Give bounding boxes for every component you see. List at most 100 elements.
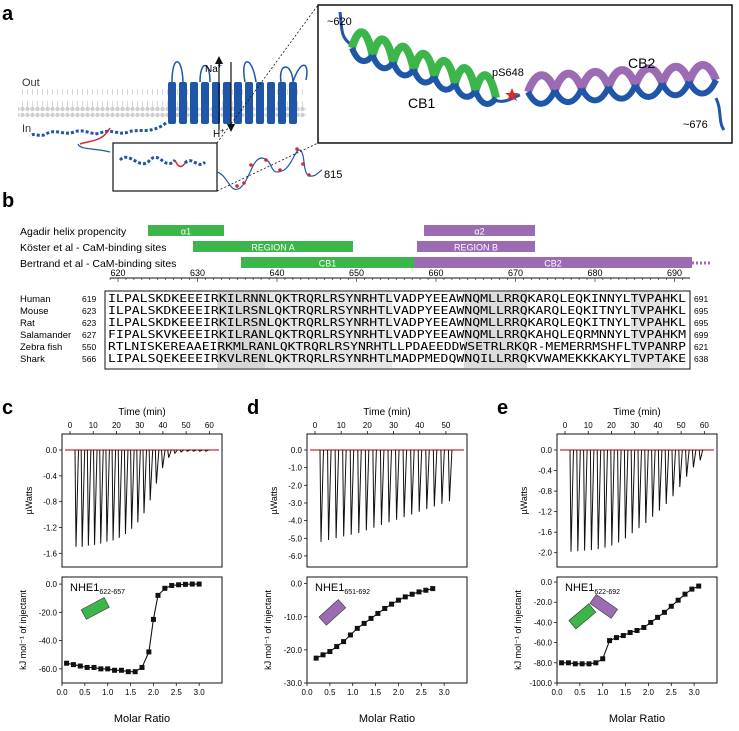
injection-peak bbox=[80, 449, 86, 547]
species-name: Mouse bbox=[20, 306, 49, 317]
time-axis-label: Time (min) bbox=[613, 407, 660, 418]
injection-peak bbox=[364, 449, 370, 531]
data-point bbox=[607, 638, 613, 644]
injection-peak bbox=[576, 449, 581, 552]
axis-tick-label: 690 bbox=[667, 268, 682, 278]
feature-segment bbox=[424, 225, 535, 236]
power-tick-label: 0.0 bbox=[46, 446, 58, 455]
data-point bbox=[189, 581, 195, 587]
data-point bbox=[641, 624, 647, 630]
injection-peak bbox=[167, 449, 172, 458]
ratio-tick-label: 0.0 bbox=[56, 688, 68, 697]
injection-peak bbox=[204, 449, 209, 452]
injection-peak bbox=[644, 449, 649, 523]
ratio-axis-label: Molar Ratio bbox=[359, 713, 415, 725]
ratio-tick-label: 1.5 bbox=[370, 688, 382, 697]
power-tick-label: -1.2 bbox=[538, 508, 552, 517]
injection-peak bbox=[185, 449, 191, 452]
cb2-turn-front bbox=[685, 61, 720, 84]
enthalpy-axis-label: kJ mol⁻¹ of injectant bbox=[263, 590, 273, 670]
ratio-tick-label: 1.0 bbox=[102, 688, 114, 697]
data-point bbox=[409, 591, 415, 597]
cb1-glyph bbox=[568, 603, 597, 630]
ratio-tick-label: 3.0 bbox=[439, 688, 451, 697]
time-tick-label: 20 bbox=[363, 421, 372, 430]
data-point bbox=[132, 669, 138, 675]
h-arrowhead bbox=[227, 124, 235, 132]
injection-peak bbox=[173, 449, 178, 455]
feature-segment-label: α1 bbox=[181, 227, 191, 237]
inset-start-label: ~620 bbox=[327, 16, 352, 28]
conserved-shade bbox=[265, 292, 393, 368]
zoom-box bbox=[112, 142, 218, 192]
injection-peak bbox=[425, 449, 430, 510]
data-point bbox=[320, 652, 326, 658]
construct-name: NHE1 bbox=[565, 582, 594, 594]
time-tick-label: 60 bbox=[700, 421, 709, 430]
time-tick-label: 30 bbox=[630, 421, 639, 430]
construct-range: 622-692 bbox=[594, 589, 620, 596]
injection-peak bbox=[583, 449, 588, 551]
injection-peak bbox=[327, 449, 332, 541]
fit-curve bbox=[315, 588, 433, 659]
feature-segment-label: CB1 bbox=[319, 259, 337, 269]
ratio-tick-label: 1.5 bbox=[125, 688, 137, 697]
enthalpy-tick-label: -20.0 bbox=[284, 646, 303, 655]
na-sup: + bbox=[218, 63, 222, 70]
construct-range: 651-692 bbox=[344, 589, 370, 596]
injection-peak bbox=[630, 449, 636, 534]
seq-start: 627 bbox=[82, 330, 96, 340]
ratio-tick-label: 3.0 bbox=[689, 688, 701, 697]
time-tick-label: 10 bbox=[584, 421, 593, 430]
cb2-turn-back bbox=[552, 87, 585, 106]
ratio-tick-label: 1.5 bbox=[620, 688, 632, 697]
power-tick-label: -3.0 bbox=[288, 499, 302, 508]
seq-start: 566 bbox=[82, 354, 96, 364]
phosphosites bbox=[235, 147, 311, 188]
enthalpy-tick-label: -20.0 bbox=[534, 598, 553, 607]
injection-peak bbox=[417, 449, 423, 512]
power-tick-label: -6.0 bbox=[288, 552, 302, 561]
feature-row-title: Bertrand et al - CaM-binding sites bbox=[20, 258, 176, 270]
injection-peak bbox=[342, 449, 347, 537]
data-point bbox=[125, 669, 131, 675]
species-name: Human bbox=[20, 294, 51, 305]
data-point bbox=[586, 661, 592, 667]
injection-peak bbox=[432, 449, 438, 507]
data-point bbox=[146, 649, 152, 655]
isotherm-frame bbox=[306, 576, 468, 684]
cb-linker bbox=[174, 159, 186, 168]
cb2-turn-back bbox=[525, 88, 558, 107]
injection-peak bbox=[402, 449, 408, 518]
h-sup: + bbox=[220, 128, 224, 135]
data-point bbox=[64, 660, 70, 666]
injection-peak bbox=[357, 449, 362, 533]
injection-peak bbox=[111, 449, 117, 541]
injection-peak bbox=[105, 449, 110, 542]
conserved-shade bbox=[217, 292, 265, 368]
injection-peak bbox=[678, 449, 683, 488]
data-point bbox=[565, 660, 571, 666]
feature-segment bbox=[193, 241, 353, 252]
itc-panel-e: e Time (min) 0 10 20 30 40 50 60 0.0 -0.4 -0.8 -1.2 -… bbox=[497, 397, 718, 725]
injection-peak bbox=[657, 449, 663, 511]
enthalpy-axis-label: kJ mol⁻¹ of injectant bbox=[18, 590, 28, 670]
injection-peak bbox=[379, 449, 385, 526]
data-point bbox=[354, 625, 360, 631]
sequence-row: RTLNISKEREAAEIRKMLRANLQKTRQRLRSYNRHTLLPD… bbox=[108, 341, 686, 353]
injection-peak bbox=[410, 449, 415, 515]
data-point bbox=[162, 585, 168, 591]
panel-b-label: b bbox=[2, 190, 14, 212]
data-point bbox=[402, 594, 408, 600]
seq-end: 691 bbox=[694, 294, 708, 304]
data-point bbox=[389, 601, 395, 607]
power-tick-label: -0.4 bbox=[538, 467, 552, 476]
injection-peak bbox=[372, 449, 377, 528]
time-axis-label: Time (min) bbox=[118, 407, 165, 418]
power-tick-label: -2.0 bbox=[288, 481, 302, 490]
power-axis-label: µWatts bbox=[24, 486, 34, 514]
ratio-tick-label: 2.0 bbox=[393, 688, 405, 697]
data-point bbox=[423, 587, 429, 593]
panel-label: d bbox=[247, 397, 259, 419]
injection-peak bbox=[664, 449, 670, 504]
